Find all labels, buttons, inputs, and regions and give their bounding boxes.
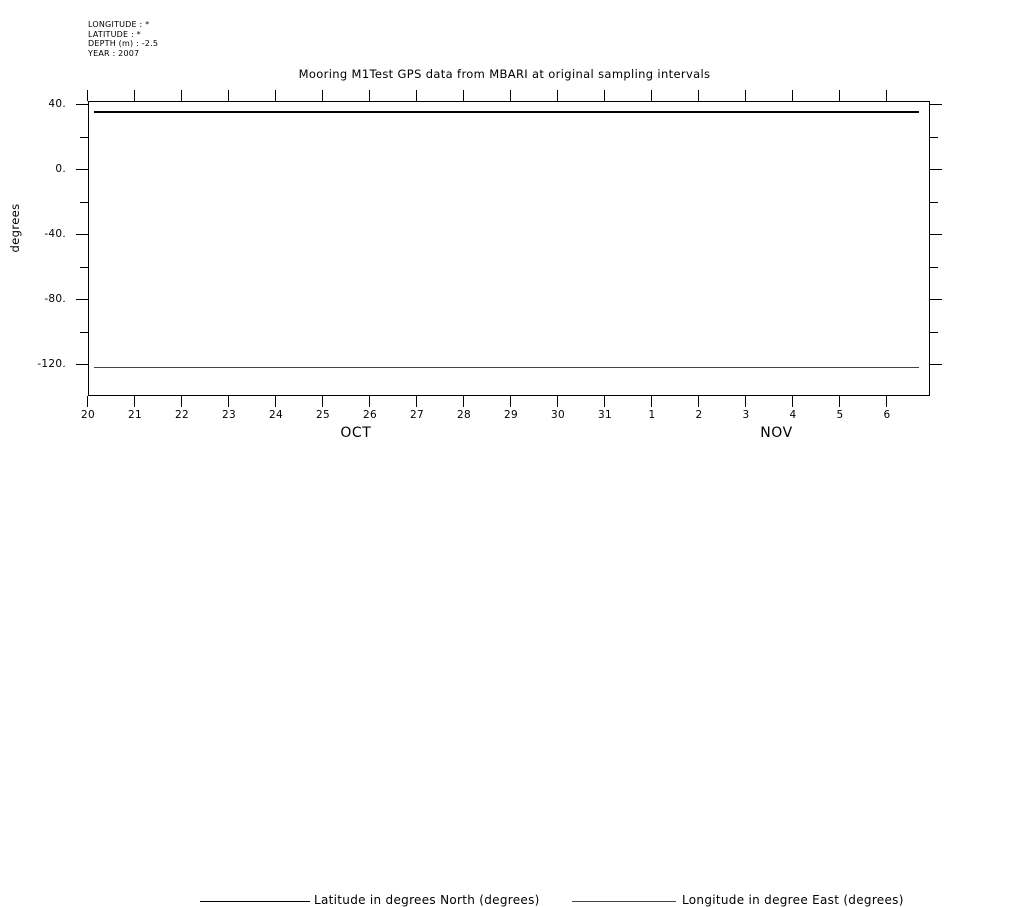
x-axis-tick bbox=[839, 396, 841, 407]
y-axis-tick-label: 0. bbox=[55, 163, 66, 175]
x-axis-tick-label: 27 bbox=[410, 409, 424, 421]
y-axis-title: degrees bbox=[8, 203, 22, 253]
y-axis-minor-tick-right bbox=[930, 331, 938, 333]
x-axis-tick bbox=[416, 396, 418, 407]
x-axis-tick-top bbox=[557, 90, 559, 101]
x-axis-tick bbox=[698, 396, 700, 407]
y-axis-tick bbox=[76, 169, 88, 171]
chart-title: Mooring M1Test GPS data from MBARI at or… bbox=[298, 67, 711, 81]
y-axis-tick-label: 40. bbox=[48, 98, 66, 110]
y-axis-minor-tick bbox=[80, 136, 88, 138]
x-axis-tick-label: 28 bbox=[457, 409, 471, 421]
legend-swatch-longitude bbox=[572, 901, 676, 902]
x-axis-tick bbox=[275, 396, 277, 407]
x-axis-tick-top bbox=[181, 90, 183, 101]
y-axis-tick-right bbox=[930, 234, 942, 236]
y-axis-tick-label: -120. bbox=[37, 358, 66, 370]
x-axis-tick-top bbox=[792, 90, 794, 101]
x-axis-tick-top bbox=[463, 90, 465, 101]
x-axis-tick bbox=[745, 396, 747, 407]
x-axis-tick-label: 5 bbox=[836, 409, 844, 421]
y-axis-minor-tick-right bbox=[930, 136, 938, 138]
legend-swatch-latitude bbox=[200, 901, 310, 902]
chart-legend: Latitude in degrees North (degrees) Longi… bbox=[0, 446, 1009, 907]
y-axis-minor-tick bbox=[80, 266, 88, 268]
metadata-year: YEAR : 2007 bbox=[88, 48, 140, 58]
x-axis-tick bbox=[463, 396, 465, 407]
x-axis-tick bbox=[792, 396, 794, 407]
y-axis-tick bbox=[76, 234, 88, 236]
x-axis-tick-label: 3 bbox=[742, 409, 750, 421]
legend-label-latitude: Latitude in degrees North (degrees) bbox=[314, 893, 540, 907]
y-axis-tick bbox=[76, 364, 88, 366]
x-axis-tick-label: 21 bbox=[128, 409, 142, 421]
metadata-block: LONGITUDE : * LATITUDE : * DEPTH (m) : -… bbox=[88, 20, 158, 58]
x-axis-tick-label: 24 bbox=[269, 409, 283, 421]
x-axis-tick-label: 31 bbox=[598, 409, 612, 421]
x-axis-tick-top bbox=[87, 90, 89, 101]
y-axis-tick-right bbox=[930, 299, 942, 301]
x-axis-tick bbox=[651, 396, 653, 407]
x-axis-tick-top bbox=[228, 90, 230, 101]
x-axis-tick-label: 4 bbox=[789, 409, 797, 421]
x-axis-tick-label: 26 bbox=[363, 409, 377, 421]
x-axis-tick bbox=[228, 396, 230, 407]
data-line-longitude bbox=[93, 367, 919, 369]
x-axis-tick-label: 1 bbox=[648, 409, 656, 421]
metadata-latitude: LATITUDE : * bbox=[88, 29, 141, 39]
x-axis-tick bbox=[322, 396, 324, 407]
x-axis-tick-top bbox=[275, 90, 277, 101]
y-axis-tick-label: -80. bbox=[44, 293, 66, 305]
x-axis-tick bbox=[87, 396, 89, 407]
y-axis-tick bbox=[76, 104, 88, 106]
x-axis-tick-top bbox=[510, 90, 512, 101]
data-line-latitude bbox=[93, 110, 919, 113]
x-axis-tick bbox=[369, 396, 371, 407]
x-axis-tick-top bbox=[322, 90, 324, 101]
x-axis-tick-top bbox=[698, 90, 700, 101]
x-axis-tick-label: 6 bbox=[883, 409, 891, 421]
x-axis-tick-top bbox=[416, 90, 418, 101]
y-axis-tick-label: -40. bbox=[44, 228, 66, 240]
y-axis-minor-tick bbox=[80, 201, 88, 203]
x-axis-tick-top bbox=[369, 90, 371, 101]
x-axis-tick bbox=[181, 396, 183, 407]
x-axis-tick-top bbox=[604, 90, 606, 101]
metadata-depth: DEPTH (m) : -2.5 bbox=[88, 39, 159, 48]
y-axis-minor-tick bbox=[80, 331, 88, 333]
x-axis-tick-top bbox=[886, 90, 888, 101]
x-axis-tick bbox=[510, 396, 512, 407]
legend-label-longitude: Longitude in degree East (degrees) bbox=[682, 893, 904, 907]
x-axis-tick-top bbox=[839, 90, 841, 101]
y-axis-tick-right bbox=[930, 104, 942, 106]
x-axis-tick bbox=[557, 396, 559, 407]
x-axis-tick-label: 2 bbox=[695, 409, 703, 421]
x-axis-month-label: NOV bbox=[760, 425, 793, 441]
x-axis-tick bbox=[886, 396, 888, 407]
plot-area bbox=[88, 101, 930, 396]
x-axis-month-label: OCT bbox=[340, 425, 372, 441]
x-axis-tick-label: 23 bbox=[222, 409, 236, 421]
metadata-longitude: LONGITUDE : * bbox=[88, 20, 150, 29]
x-axis-tick bbox=[134, 396, 136, 407]
y-axis-minor-tick-right bbox=[930, 201, 938, 203]
x-axis-tick-label: 20 bbox=[81, 409, 95, 421]
y-axis-tick bbox=[76, 299, 88, 301]
y-axis-minor-tick-right bbox=[930, 266, 938, 268]
x-axis-tick-label: 29 bbox=[504, 409, 518, 421]
x-axis-tick-label: 25 bbox=[316, 409, 330, 421]
y-axis-tick-right bbox=[930, 169, 942, 171]
x-axis-tick-top bbox=[651, 90, 653, 101]
x-axis-tick-top bbox=[745, 90, 747, 101]
y-axis-tick-right bbox=[930, 364, 942, 366]
x-axis-tick-label: 22 bbox=[175, 409, 189, 421]
x-axis-tick-top bbox=[134, 90, 136, 101]
x-axis-tick bbox=[604, 396, 606, 407]
x-axis-tick-label: 30 bbox=[551, 409, 565, 421]
